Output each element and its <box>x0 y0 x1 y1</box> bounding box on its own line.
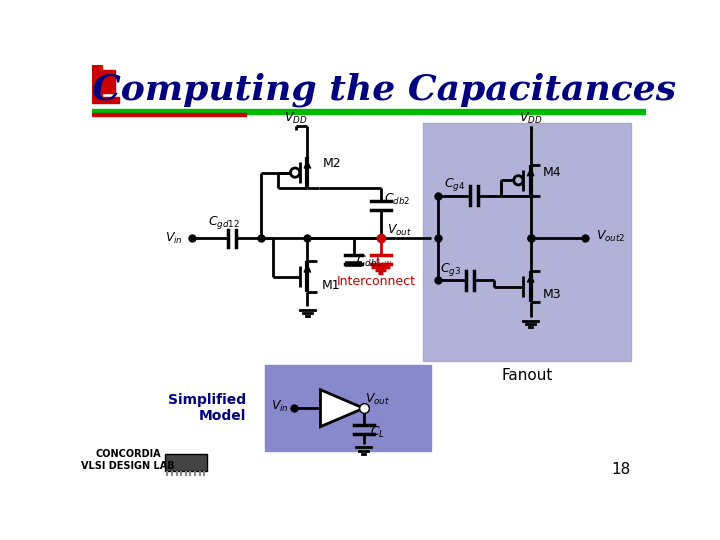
Bar <box>92 97 119 103</box>
Text: $V_{DD}$: $V_{DD}$ <box>519 111 542 126</box>
Text: M3: M3 <box>543 288 562 301</box>
Text: $C_{db2}$: $C_{db2}$ <box>384 192 410 207</box>
Text: $V_{out}$: $V_{out}$ <box>365 392 390 407</box>
Bar <box>423 123 631 361</box>
Text: $C_{g3}$: $C_{g3}$ <box>440 261 462 278</box>
Bar <box>92 65 647 111</box>
Text: $C_{g4}$: $C_{g4}$ <box>444 177 465 193</box>
Bar <box>165 454 207 470</box>
Text: M4: M4 <box>543 166 562 179</box>
Text: Interconnect: Interconnect <box>337 275 416 288</box>
Text: CONCORDIA
VLSI DESIGN LAB: CONCORDIA VLSI DESIGN LAB <box>81 449 175 470</box>
Bar <box>92 109 647 114</box>
Text: M1: M1 <box>321 279 340 292</box>
Text: $V_{DD}$: $V_{DD}$ <box>284 111 307 126</box>
Text: Computing the Capacitances: Computing the Capacitances <box>92 73 677 107</box>
Text: $C_w$: $C_w$ <box>374 254 392 269</box>
Text: $V_{in}$: $V_{in}$ <box>165 231 183 246</box>
Text: M2: M2 <box>323 157 341 170</box>
Text: $V_{out}$: $V_{out}$ <box>387 223 412 238</box>
Text: $C_{gd12}$: $C_{gd12}$ <box>208 214 240 231</box>
Bar <box>92 70 115 93</box>
Text: $V_{in}$: $V_{in}$ <box>271 399 289 414</box>
Text: $V_{out2}$: $V_{out2}$ <box>596 229 626 244</box>
Bar <box>92 112 246 116</box>
Text: $C_{db1}$: $C_{db1}$ <box>356 254 382 269</box>
Text: Fanout: Fanout <box>501 368 552 383</box>
Bar <box>92 65 98 99</box>
Text: 18: 18 <box>611 462 631 477</box>
Bar <box>98 65 102 99</box>
Bar <box>265 365 431 451</box>
Polygon shape <box>320 390 364 427</box>
Text: Simplified
Model: Simplified Model <box>168 393 246 423</box>
Text: $C_L$: $C_L$ <box>370 426 385 441</box>
